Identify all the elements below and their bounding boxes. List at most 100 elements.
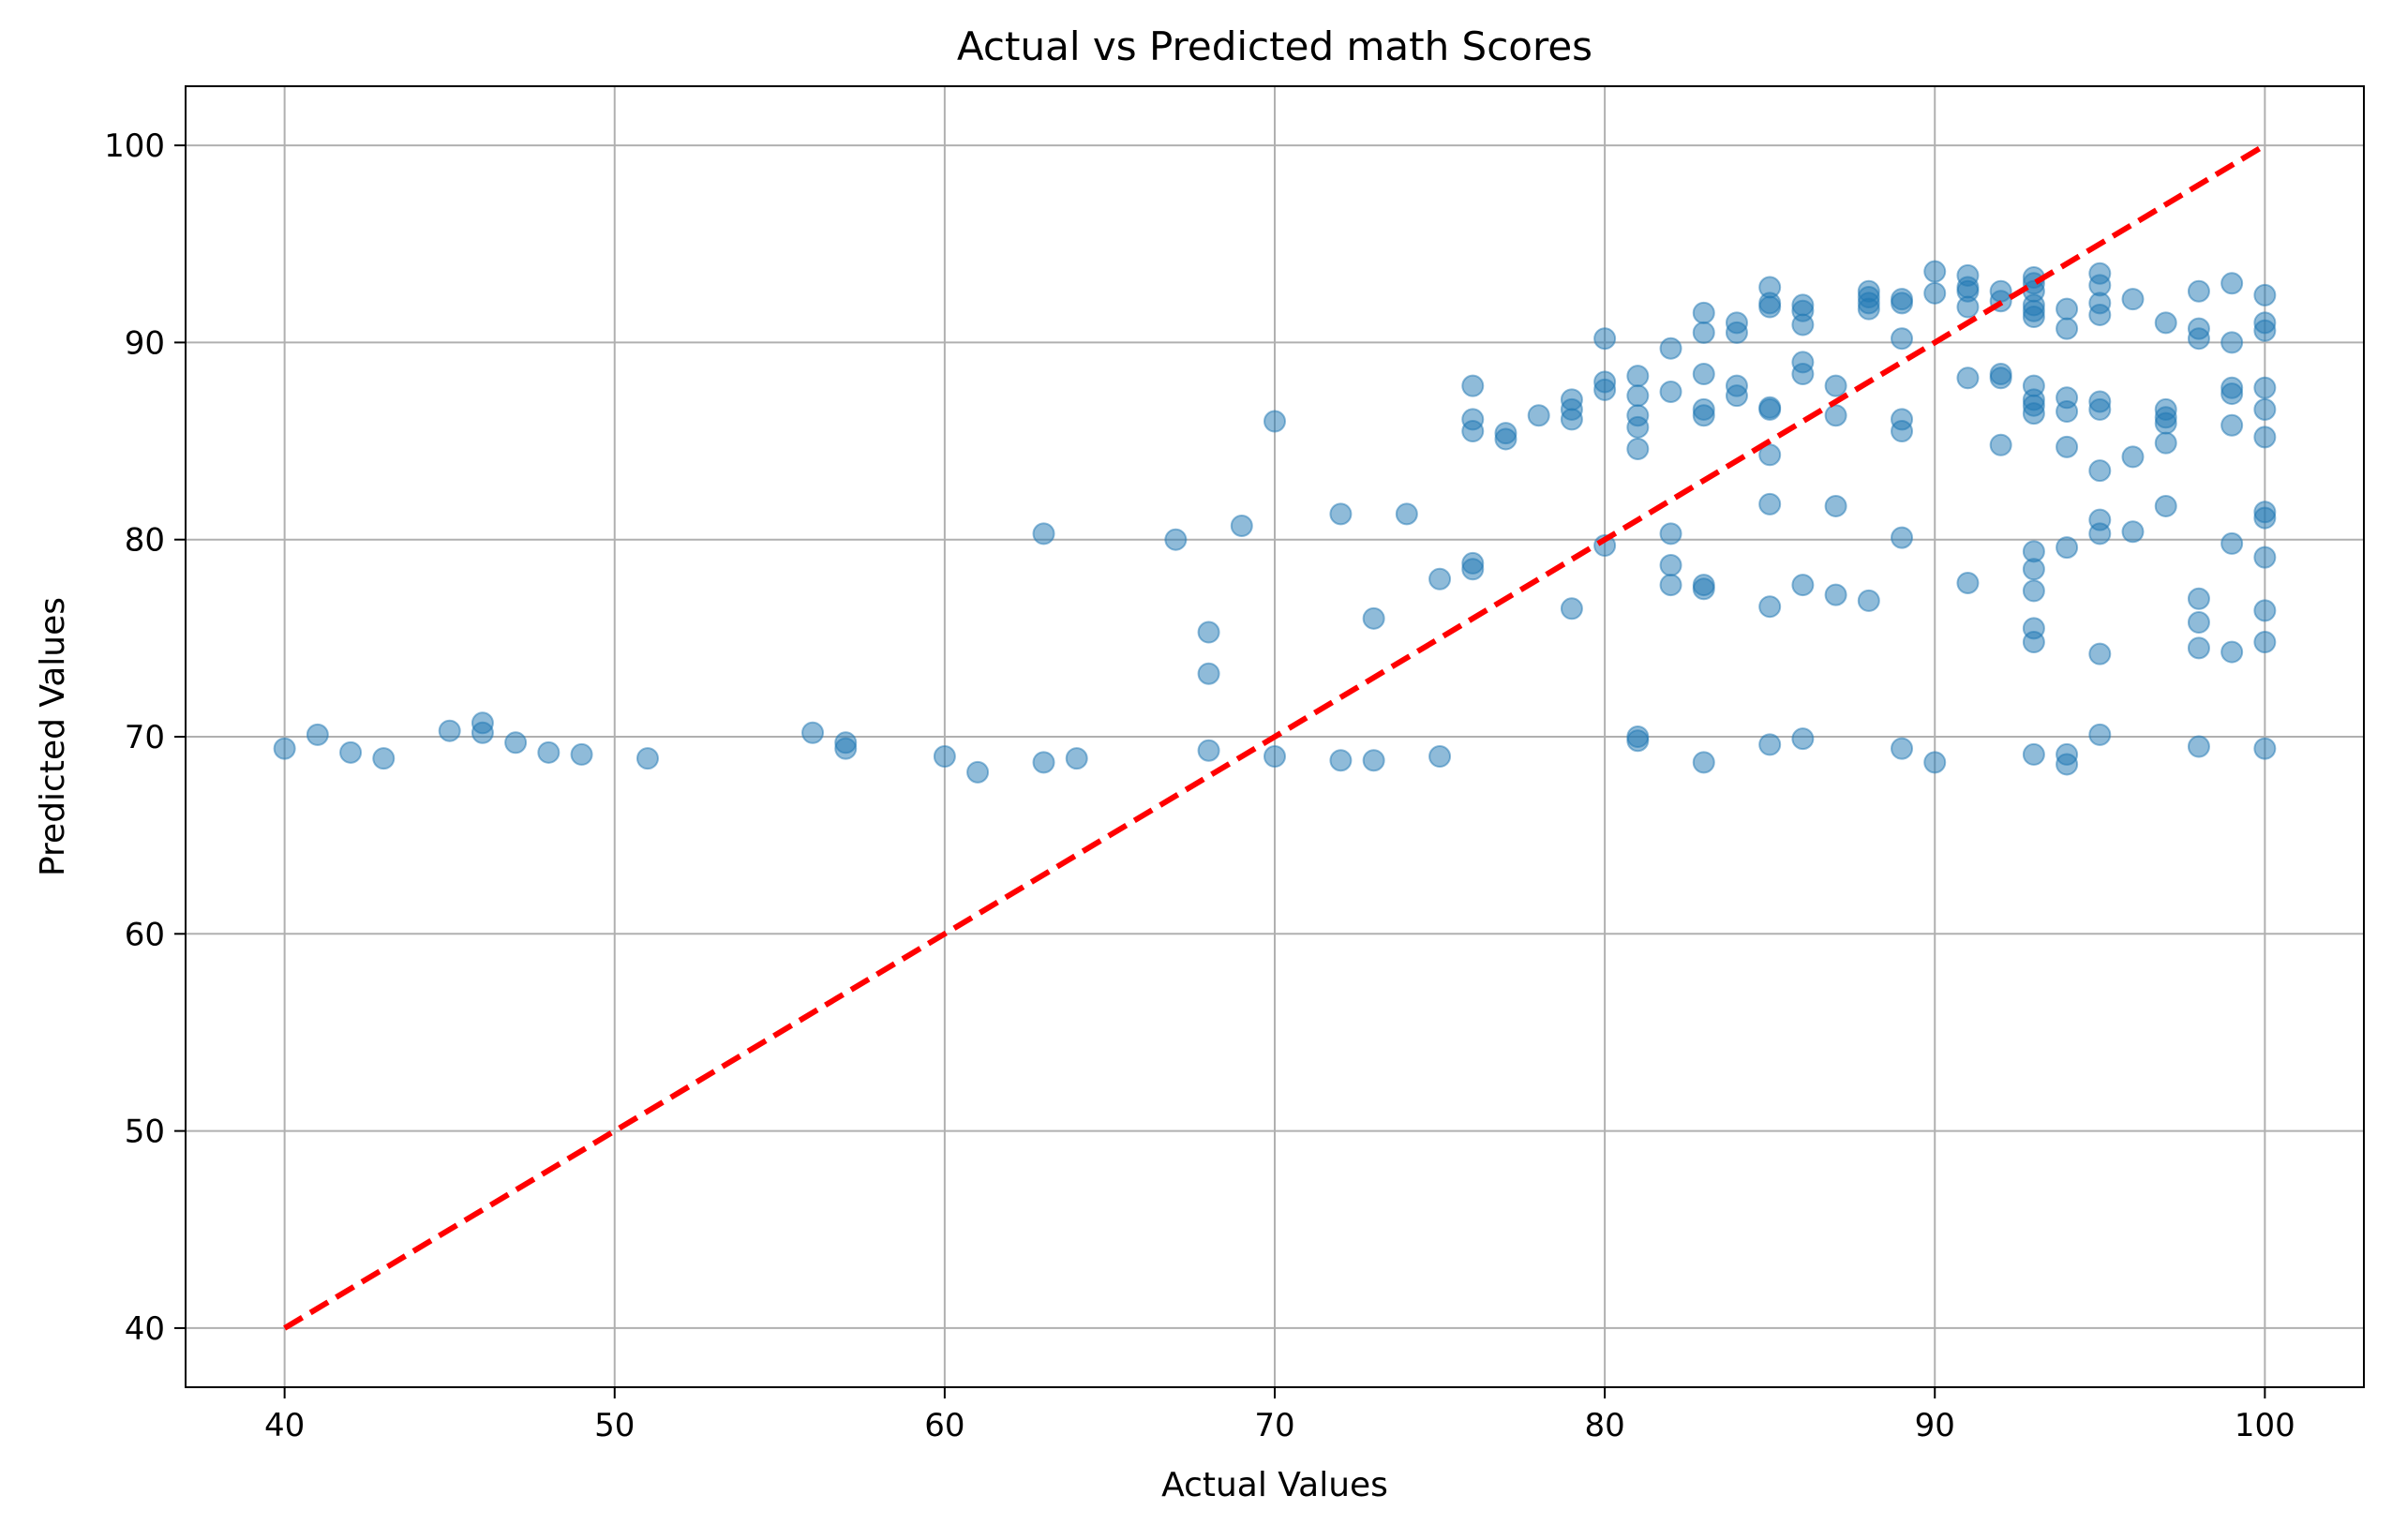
data-point xyxy=(1560,597,1583,620)
x-tick-label: 70 xyxy=(1254,1407,1294,1444)
data-point xyxy=(1923,260,1947,283)
data-point xyxy=(1824,494,1847,517)
data-point xyxy=(2253,506,2277,530)
axis-ticks: 40 50 60 70 80 90 100 40 50 60 70 80 90 100 xyxy=(104,127,2295,1444)
data-point xyxy=(2022,402,2045,426)
data-point xyxy=(933,745,956,769)
data-point xyxy=(1956,571,1980,594)
data-point xyxy=(2253,397,2277,421)
data-point xyxy=(1791,363,1815,386)
data-point xyxy=(1725,321,1748,344)
data-point xyxy=(2154,494,2177,517)
data-point xyxy=(504,731,528,755)
data-point xyxy=(2022,558,2045,581)
data-point xyxy=(2187,636,2210,660)
data-point xyxy=(1891,327,1914,351)
data-point xyxy=(1263,410,1286,433)
x-tick-label: 40 xyxy=(264,1407,305,1444)
data-point xyxy=(1989,366,2012,390)
data-point xyxy=(2121,520,2145,544)
reference-line-group xyxy=(283,142,2266,1331)
data-point xyxy=(1692,321,1715,344)
data-point xyxy=(1758,733,1782,756)
data-point xyxy=(2187,735,2210,758)
data-point xyxy=(339,740,363,764)
reference-line xyxy=(283,142,2266,1331)
data-point xyxy=(1891,292,1914,315)
data-point xyxy=(1692,404,1715,427)
data-point xyxy=(2056,435,2079,458)
data-point xyxy=(2056,753,2079,776)
data-point xyxy=(2022,742,2045,766)
data-point xyxy=(1891,526,1914,549)
y-tick-label: 80 xyxy=(125,522,165,560)
data-point xyxy=(1527,404,1550,427)
data-point xyxy=(1329,502,1353,526)
data-point xyxy=(2154,411,2177,435)
data-point xyxy=(2088,459,2112,483)
data-point xyxy=(1791,574,1815,597)
data-point xyxy=(2088,642,2112,665)
data-point xyxy=(2253,737,2277,760)
data-point xyxy=(801,721,825,744)
data-point xyxy=(1461,558,1485,581)
y-tick-label: 70 xyxy=(125,719,165,756)
data-point xyxy=(2220,413,2244,437)
data-point xyxy=(1692,751,1715,774)
data-point xyxy=(2121,288,2145,311)
data-point xyxy=(1461,374,1485,397)
data-point xyxy=(1758,397,1782,421)
data-point xyxy=(1692,577,1715,601)
data-point xyxy=(1923,281,1947,305)
data-point xyxy=(1824,583,1847,606)
data-point xyxy=(1659,336,1682,360)
y-axis-label: Predicted Values xyxy=(34,597,72,876)
data-point xyxy=(1362,606,1385,630)
data-point xyxy=(1857,589,1880,612)
data-point xyxy=(1891,420,1914,443)
data-point xyxy=(2253,319,2277,342)
data-point xyxy=(1791,727,1815,751)
data-point xyxy=(2187,611,2210,635)
data-point xyxy=(1263,745,1286,769)
x-tick-label: 50 xyxy=(594,1407,635,1444)
data-point xyxy=(2253,376,2277,399)
data-point xyxy=(1824,404,1847,427)
data-point xyxy=(2220,382,2244,406)
data-point xyxy=(2088,522,2112,546)
data-point xyxy=(537,740,561,764)
data-point xyxy=(2253,546,2277,569)
data-point xyxy=(273,737,296,760)
data-point xyxy=(2220,640,2244,664)
x-tick-label: 100 xyxy=(2235,1407,2295,1444)
data-point xyxy=(2154,431,2177,455)
data-points xyxy=(273,260,2277,784)
data-point xyxy=(1659,554,1682,577)
data-point xyxy=(1758,443,1782,467)
data-point xyxy=(834,737,858,760)
data-point xyxy=(1428,745,1452,769)
data-point xyxy=(1197,620,1220,644)
data-point xyxy=(1956,366,1980,390)
data-point xyxy=(2022,306,2045,329)
data-point xyxy=(1593,378,1617,401)
data-point xyxy=(1791,313,1815,336)
data-point xyxy=(1659,574,1682,597)
data-point xyxy=(570,742,593,766)
data-point xyxy=(1626,729,1650,753)
data-point xyxy=(1032,522,1055,546)
data-point xyxy=(2022,631,2045,654)
data-point xyxy=(372,747,396,770)
data-point xyxy=(1891,737,1914,760)
data-point xyxy=(2121,445,2145,469)
x-tick-label: 80 xyxy=(1584,1407,1624,1444)
data-point xyxy=(1758,492,1782,516)
data-point xyxy=(471,721,494,744)
data-point xyxy=(1692,301,1715,324)
data-point xyxy=(1626,384,1650,408)
data-point xyxy=(2088,303,2112,326)
data-point xyxy=(2220,331,2244,354)
data-point xyxy=(1659,380,1682,403)
data-point xyxy=(1197,662,1220,685)
